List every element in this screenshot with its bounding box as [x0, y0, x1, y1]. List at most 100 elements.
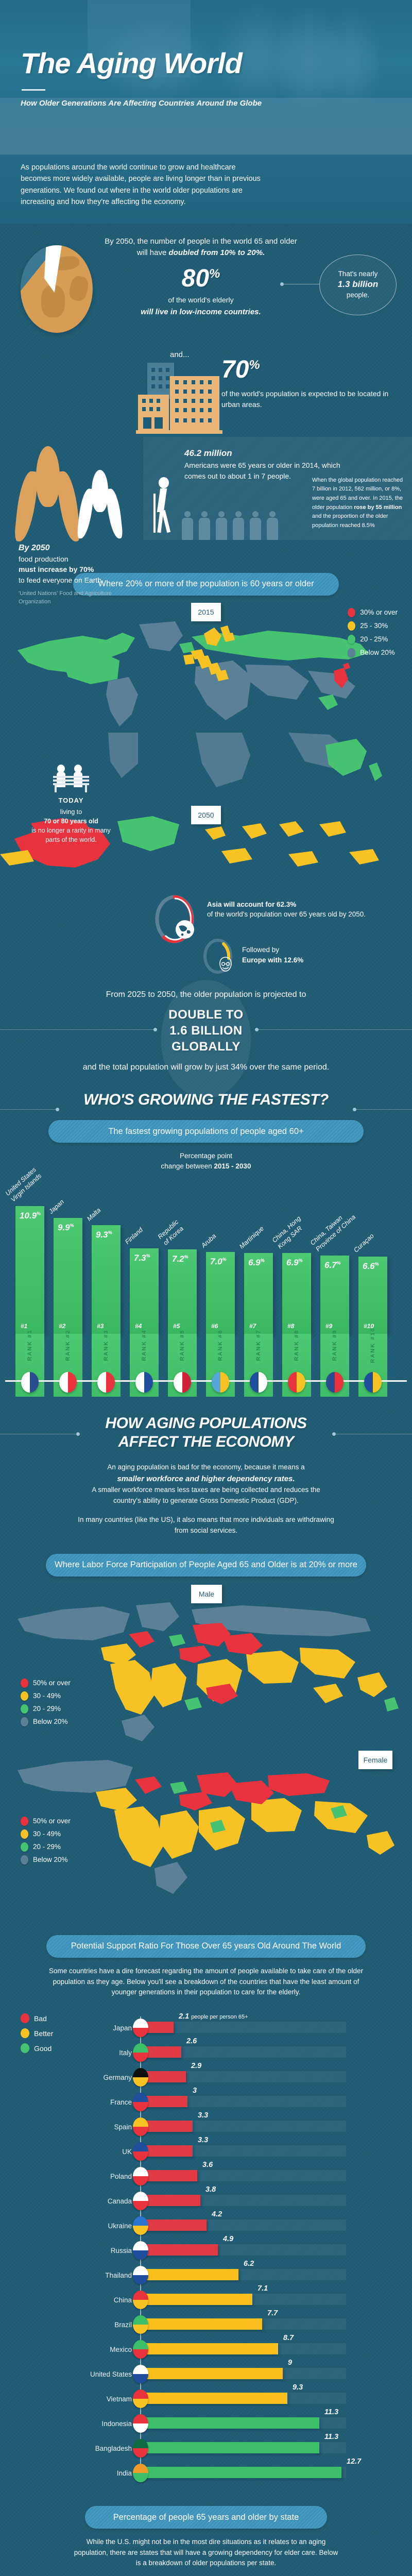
- rank-band-label: RANK #2: [65, 1329, 71, 1361]
- bar-value: 6.7%: [324, 1260, 341, 1270]
- row-flag-icon: [133, 2414, 148, 2433]
- row-bar: [140, 2022, 174, 2033]
- row-track: [140, 2096, 346, 2108]
- support-ratio-row: UK 3.3: [0, 2136, 412, 2162]
- legend-dot: [21, 1816, 28, 1826]
- fastest-bar-chart: United States Virgin Islands 10.9% #1 Japan…: [0, 1166, 412, 1334]
- bar-value: 6.9%: [248, 1257, 265, 1267]
- rank-band-label: RANK #8: [294, 1329, 300, 1361]
- row-value: 11.3: [324, 2408, 339, 2417]
- country-flag-icon: [326, 1371, 344, 1393]
- row-bar: [140, 2294, 252, 2306]
- bar-column: Aruba 7.0% #6: [200, 1232, 235, 1334]
- bench-couple-icon: [53, 764, 89, 792]
- row-bar: [140, 2071, 186, 2083]
- buildings-icon: [136, 362, 226, 434]
- legend-dot: [21, 2013, 29, 2024]
- bar-rank: #9: [325, 1322, 333, 1330]
- doubled-statement: By 2050, the number of people in the wor…: [105, 236, 297, 258]
- country-flag-icon: [21, 1371, 39, 1393]
- page-subtitle: How Older Generations Are Affecting Coun…: [21, 99, 262, 108]
- world-map-2015: 2015 30% or over 25 - 30% 20 - 25% Below…: [0, 602, 412, 733]
- rule-right-dot-3: [332, 1432, 336, 1436]
- support-ratio-row: Germany 2.9: [0, 2062, 412, 2088]
- bar: 7.3% #4: [130, 1248, 159, 1334]
- country-flag-icon: [288, 1371, 305, 1393]
- labor-map-male: Male 50% or over 30 - 49% 20 - 29% Below…: [0, 1584, 412, 1757]
- row-flag-icon: [133, 2068, 148, 2087]
- row-bar: [140, 2417, 319, 2429]
- rule-right-dot-2: [353, 1108, 356, 1112]
- tag-female: Female: [358, 1750, 392, 1769]
- economy-p2: A smaller workforce means less taxes are…: [92, 1485, 320, 1504]
- labor-legend-male: 50% or over 30 - 49% 20 - 29% Below 20%: [21, 1678, 71, 1730]
- row-flag-icon: [133, 2192, 148, 2211]
- support-ratio-row: India 12.7: [0, 2458, 412, 2483]
- row-country-label: Mexico: [110, 2346, 132, 2354]
- row-bar: [140, 2195, 200, 2207]
- legend-dot: [348, 607, 356, 617]
- rank-band-label: RANK #10: [370, 1327, 376, 1363]
- worldmap-svg-2050: [0, 732, 382, 868]
- legend-item: Below 20%: [21, 1855, 71, 1865]
- rule-right-dot: [255, 1027, 259, 1031]
- bar-column: Martinique 6.9% #7: [238, 1225, 273, 1334]
- flag-axis-line: [5, 1380, 407, 1382]
- bar-column: Japan 9.9% #2: [47, 1198, 82, 1334]
- bar: 7.0% #6: [206, 1251, 235, 1334]
- bar-value: 7.3%: [134, 1252, 150, 1263]
- row-flag-icon: [133, 2464, 148, 2483]
- row-value: 4.9: [223, 2235, 234, 2244]
- bar: 10.9% #1: [15, 1206, 44, 1334]
- bar-column: United States Virgin Islands 10.9% #1: [4, 1166, 44, 1334]
- bar: 6.9% #8: [282, 1252, 311, 1334]
- row-country-label: Thailand: [105, 2272, 132, 2280]
- legend-item: 20 - 25%: [348, 634, 398, 644]
- bar: 6.7% #9: [320, 1255, 349, 1334]
- rank-band-label: RANK #1: [27, 1329, 33, 1361]
- row-value: 2.1 people per person 65+: [179, 2012, 248, 2021]
- bar-rank: #4: [135, 1322, 142, 1330]
- tag-male: Male: [191, 1584, 222, 1603]
- rule-right: [258, 1029, 412, 1030]
- europe-share-callout: [202, 938, 234, 974]
- legend-dot: [21, 1691, 28, 1701]
- world-map-2050: TODAY living to 70 or 80 years old is no…: [0, 732, 412, 887]
- row-value: 3.8: [205, 2185, 216, 2194]
- legend-dot: [21, 2043, 29, 2054]
- row-value: 2.9: [191, 2062, 202, 2071]
- states-intro: While the U.S. might not be in the most …: [74, 2538, 338, 2567]
- support-ratio-pill: Potential Support Ratio For Those Over 6…: [46, 1935, 366, 1958]
- row-value: 9: [288, 2359, 293, 2367]
- row-flag-icon: [133, 2439, 148, 2458]
- fastest-section-title: WHO'S GROWING THE FASTEST?: [0, 1077, 412, 1120]
- americans-65-panel: 46.2 million Americans were 65 years or …: [143, 436, 412, 540]
- support-ratio-row: Bangladesh 11.3: [0, 2433, 412, 2459]
- stat-80-percent: 80%: [181, 264, 220, 292]
- row-country-label: China: [113, 2296, 132, 2304]
- bar-value: 7.2%: [172, 1253, 188, 1264]
- row-flag-icon: [133, 2167, 148, 2186]
- bar: 9.9% #2: [54, 1217, 82, 1334]
- row-flag-icon: [133, 2043, 148, 2062]
- row-bar: [140, 2145, 193, 2157]
- economy-p1-bold: smaller workforce and higher dependency …: [117, 1474, 295, 1483]
- row-value: 7.7: [267, 2309, 278, 2318]
- row-bar: [140, 2318, 262, 2330]
- row-country-label: India: [116, 2469, 132, 2478]
- support-ratio-row: Canada 3.8: [0, 2185, 412, 2211]
- country-flag-icon: [250, 1371, 267, 1393]
- row-country-label: Vietnam: [106, 2395, 132, 2403]
- page-title: The Aging World: [21, 47, 243, 79]
- row-country-label: Spain: [114, 2123, 132, 2131]
- row-value: 2.6: [186, 2037, 197, 2046]
- row-bar: [140, 2244, 218, 2256]
- globe-stat-row: By 2050, the number of people in the wor…: [0, 236, 412, 339]
- row-value: 12.7: [347, 2458, 362, 2466]
- rank-band-label: RANK #4: [141, 1329, 147, 1361]
- country-flag-icon: [59, 1371, 77, 1393]
- stat-80-caption: of the world's elderly will live in low-i…: [141, 295, 261, 316]
- bar: 6.9% #7: [244, 1252, 273, 1334]
- bar-column: Republic of Korea 7.2% #5: [157, 1218, 197, 1334]
- bar-rank: #10: [364, 1322, 374, 1330]
